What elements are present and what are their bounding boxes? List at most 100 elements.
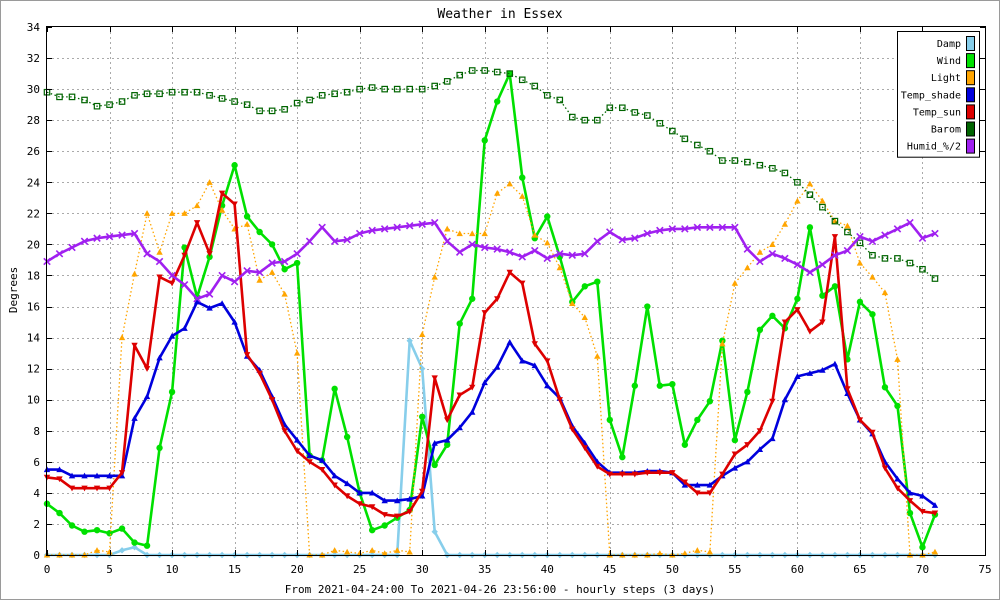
data-point — [719, 471, 726, 478]
data-point — [431, 375, 438, 382]
data-point — [619, 453, 626, 461]
data-point — [668, 225, 677, 233]
data-point — [243, 267, 251, 275]
data-point — [55, 249, 64, 258]
data-point — [318, 551, 326, 558]
data-point — [931, 275, 939, 282]
data-point — [869, 311, 876, 318]
data-point — [894, 402, 901, 410]
data-point — [156, 90, 163, 98]
data-point — [669, 127, 676, 135]
data-point — [931, 510, 939, 517]
data-point — [744, 158, 751, 166]
data-point — [906, 218, 914, 227]
data-point — [181, 210, 188, 216]
data-point — [481, 379, 488, 386]
data-point — [481, 310, 488, 316]
series-layer — [43, 67, 939, 559]
data-point — [643, 229, 652, 238]
data-point — [131, 544, 138, 551]
data-point — [844, 222, 851, 229]
data-point — [393, 85, 401, 93]
data-point — [93, 485, 101, 492]
data-point — [919, 508, 926, 515]
data-point — [281, 428, 288, 434]
data-point — [106, 530, 113, 537]
data-point — [631, 234, 639, 242]
data-point — [68, 472, 76, 479]
data-point — [619, 104, 626, 112]
data-point — [381, 550, 388, 557]
data-point — [581, 116, 589, 124]
data-point — [205, 290, 214, 298]
data-point — [593, 237, 602, 246]
data-point — [506, 180, 513, 187]
data-point — [118, 470, 126, 476]
data-point — [419, 331, 426, 338]
data-point — [606, 551, 613, 558]
data-point — [106, 472, 113, 479]
data-point — [594, 353, 601, 359]
data-point — [869, 251, 876, 259]
data-point — [381, 85, 388, 93]
data-point — [131, 539, 138, 546]
legend-item-light: Light — [931, 70, 975, 86]
data-point — [180, 281, 189, 289]
legend: Damp Wind Light Temp_shade Temp_sun Barom Humi… — [897, 31, 980, 158]
data-point — [444, 417, 451, 424]
data-point — [644, 551, 651, 558]
data-point — [831, 234, 839, 240]
data-point — [756, 326, 764, 334]
data-point — [469, 230, 476, 237]
y-tick-label: 20 — [27, 238, 40, 251]
series-temp-sun — [43, 190, 939, 520]
data-point — [193, 294, 201, 303]
data-point — [181, 88, 188, 96]
data-point — [706, 548, 714, 555]
data-point — [293, 436, 301, 443]
series-line-barom — [46, 69, 936, 280]
data-point — [731, 223, 739, 232]
data-point — [869, 429, 876, 436]
axes: 0 5 10 15 20 25 30 35 40 45 50 55 60 65 70 750246810121… — [27, 21, 992, 576]
data-point — [81, 472, 88, 479]
data-point — [331, 385, 338, 393]
data-point — [431, 461, 438, 469]
series-line-temp-shade — [47, 300, 936, 507]
data-point — [56, 476, 63, 483]
data-point — [306, 551, 313, 558]
data-point — [631, 551, 639, 558]
data-point — [743, 245, 752, 253]
data-point — [794, 373, 801, 379]
data-point — [256, 370, 263, 377]
data-point — [143, 366, 151, 372]
data-point — [256, 276, 263, 283]
data-point — [168, 332, 176, 339]
data-point — [681, 441, 689, 448]
data-point — [156, 274, 163, 281]
data-point — [544, 213, 551, 220]
data-point — [268, 259, 276, 267]
data-point — [381, 497, 388, 504]
data-point — [155, 257, 164, 266]
data-point — [456, 392, 463, 399]
legend-swatch — [966, 87, 975, 103]
data-point — [544, 358, 551, 365]
data-point — [606, 471, 613, 478]
data-point — [819, 203, 826, 211]
series-barom — [43, 67, 939, 282]
data-point — [356, 550, 363, 557]
data-point — [343, 548, 351, 555]
data-point — [844, 386, 851, 393]
data-point — [343, 88, 351, 96]
data-point — [381, 512, 388, 518]
data-point — [469, 408, 476, 415]
y-tick-label: 12 — [27, 363, 40, 376]
data-point — [806, 191, 814, 199]
data-point — [368, 489, 376, 496]
data-point — [531, 362, 538, 369]
x-tick-label: 10 — [165, 563, 178, 576]
data-point — [368, 84, 376, 91]
y-tick-label: 16 — [27, 301, 40, 314]
data-point — [331, 482, 338, 489]
